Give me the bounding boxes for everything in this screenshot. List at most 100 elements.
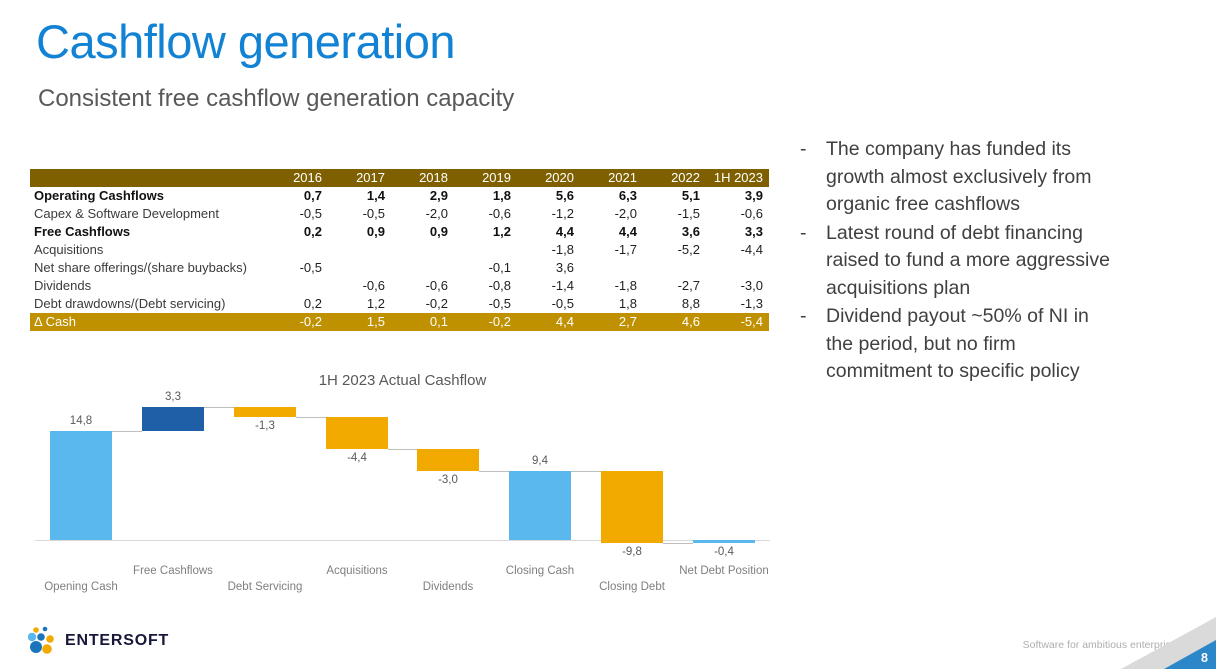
waterfall-bar-opening-cash: [50, 431, 112, 540]
row-label: Capex & Software Development: [34, 206, 219, 221]
connector-line: [204, 407, 234, 408]
cell-value: -0,6: [362, 278, 385, 293]
cell-value: 1,5: [328, 313, 391, 331]
bar-value-label: 14,8: [69, 415, 93, 427]
bullet-dash: -: [800, 138, 807, 160]
waterfall-bar-free-cashflows: [142, 407, 204, 431]
waterfall-bar-closing-cash: [509, 471, 571, 540]
x-axis-label: Opening Cash: [44, 581, 118, 593]
column-header: 1H 2023: [706, 169, 769, 187]
cell-value: -0,6: [740, 206, 763, 221]
entersoft-logo: ENTERSOFT: [28, 626, 169, 656]
cell-value: 1,4: [366, 188, 385, 203]
notes-list: - The company has funded its growth almos…: [800, 136, 1145, 387]
x-axis-label: Closing Cash: [505, 565, 575, 577]
cell-value: 2,9: [429, 188, 448, 203]
row-label: Operating Cashflows: [34, 188, 165, 203]
cell-value: 5,6: [555, 188, 574, 203]
cell-value: -1,4: [551, 278, 574, 293]
bar-value-label: -4,4: [347, 452, 367, 464]
cell-value: -0,5: [488, 296, 511, 311]
connector-line: [571, 471, 601, 472]
bullet-dash: -: [800, 305, 807, 327]
cell-value: [391, 241, 454, 259]
column-header: 2022: [643, 169, 706, 187]
cell-value: -3,0: [740, 278, 763, 293]
column-header: 2021: [580, 169, 643, 187]
cell-value: -0,5: [299, 260, 322, 275]
cell-value: -0,8: [488, 278, 511, 293]
x-axis-label: Free Cashflows: [133, 565, 213, 577]
table-row: Net share offerings/(share buybacks) -0,5…: [30, 259, 769, 277]
cell-value: 1,8: [618, 296, 637, 311]
column-header: 2019: [454, 169, 517, 187]
cell-value: 3,9: [744, 188, 763, 203]
chart-title: 1H 2023 Actual Cashflow: [318, 372, 487, 389]
cell-value: -0,5: [362, 206, 385, 221]
cell-value: [328, 259, 391, 277]
table-row: Free Cashflows 0,2 0,9 0,9 1,2 4,4 4,4 3,6 3,3: [30, 223, 769, 241]
cell-value: -2,7: [677, 278, 700, 293]
page-number: 8: [1201, 651, 1208, 665]
table-row: Operating Cashflows 0,7 1,4 2,9 1,8 5,6 6,3 5,1…: [30, 187, 769, 205]
cell-value: 8,8: [681, 296, 700, 311]
waterfall-bar-debt-servicing: [234, 407, 296, 417]
waterfall-bar-acquisitions: [326, 417, 388, 449]
table-row: Dividends -0,6 -0,6 -0,8 -1,4 -1,8 -2,7 -3,0: [30, 277, 769, 295]
row-label: Net share offerings/(share buybacks): [34, 260, 247, 275]
note-text: Latest round of debt financing raised to…: [826, 221, 1110, 299]
page-title: Cashflow generation: [36, 15, 456, 68]
table-row: Capex & Software Development -0,5 -0,5 -2,0…: [30, 205, 769, 223]
cashflow-table: 2016 2017 2018 2019 2020 2021 2022 1H 2023 Oper…: [30, 169, 769, 331]
cell-value: -0,2: [265, 313, 328, 331]
cell-value: -0,2: [454, 313, 517, 331]
table-body: Operating Cashflows 0,7 1,4 2,9 1,8 5,6 6,3 5,1…: [30, 187, 769, 331]
table-header: 2016 2017 2018 2019 2020 2021 2022 1H 2023: [30, 169, 769, 187]
brand-name: ENTERSOFT: [65, 632, 170, 649]
cell-value: 6,3: [618, 188, 637, 203]
x-axis-label: Debt Servicing: [227, 581, 303, 593]
row-label: Acquisitions: [34, 242, 104, 257]
waterfall-bar-net-debt-position: [693, 540, 755, 543]
waterfall-bar-dividends: [417, 449, 479, 471]
cell-value: [391, 259, 454, 277]
bar-value-label: 3,3: [165, 391, 181, 403]
cell-value: 0,2: [303, 224, 322, 239]
bar-value-label: -9,8: [622, 546, 642, 558]
cell-value: 0,9: [366, 224, 385, 239]
cell-value: -1,3: [740, 296, 763, 311]
cell-value: 0,1: [391, 313, 454, 331]
x-axis-line: [35, 540, 770, 541]
cell-value: 0,2: [303, 296, 322, 311]
connector-line: [296, 417, 326, 418]
cell-value: -0,6: [425, 278, 448, 293]
row-label: Dividends: [34, 278, 92, 293]
x-axis-label: Acquisitions: [326, 565, 388, 577]
connector-line: [663, 543, 693, 544]
connector-line: [388, 449, 418, 450]
cell-value: 4,4: [618, 224, 637, 239]
bar-value-label: -1,3: [255, 420, 275, 432]
cell-value: -0,5: [299, 206, 322, 221]
waterfall-bar-closing-debt: [601, 471, 663, 543]
bar-value-label: -3,0: [438, 474, 458, 486]
bar-value-label: -0,4: [714, 546, 734, 558]
cell-value: 1,8: [492, 188, 511, 203]
note-item: - Dividend payout ~50% of NI in the perio…: [800, 303, 1145, 386]
cell-value: 3,3: [744, 224, 763, 239]
cell-value: 1,2: [492, 224, 511, 239]
x-axis-label: Net Debt Position: [679, 565, 769, 577]
cell-value: -1,5: [677, 206, 700, 221]
column-header: 2018: [391, 169, 454, 187]
cell-value: -1,2: [551, 206, 574, 221]
entersoft-logo-icon: [28, 626, 54, 654]
cell-value: -1,8: [551, 242, 574, 257]
table-row: Δ Cash -0,2 1,5 0,1 -0,2 4,4 2,7 4,6 -5,4: [30, 313, 769, 331]
cell-value: 4,4: [555, 224, 574, 239]
cell-value: [328, 241, 391, 259]
cell-value: 4,4: [517, 313, 580, 331]
x-axis-label: Closing Debt: [599, 581, 665, 593]
cell-value: -2,0: [425, 206, 448, 221]
header-empty-cell: [30, 169, 265, 187]
